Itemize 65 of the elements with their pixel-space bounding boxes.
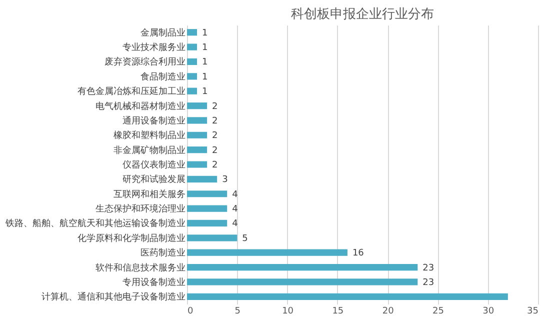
bar (187, 73, 198, 80)
bar (187, 205, 228, 212)
data-label: 1 (202, 87, 208, 98)
chart-title: 科创板申报企业行业分布 (291, 7, 434, 22)
data-label: 4 (232, 204, 238, 215)
y-tick-label: 研究和试验发展 (122, 174, 186, 186)
bar (187, 132, 208, 138)
y-tick-label: 金属制品业 (140, 27, 186, 38)
bar (187, 146, 208, 154)
y-tick-label: 有色金属冶炼和压延加工业 (78, 86, 186, 98)
data-label: 1 (202, 72, 208, 82)
data-label: 16 (352, 248, 364, 259)
bar (187, 58, 198, 66)
bar (187, 234, 238, 242)
x-tick-label: 35 (527, 306, 538, 316)
bar (187, 249, 348, 256)
bar (187, 220, 228, 227)
y-tick-label: 食品制造业 (140, 71, 186, 82)
y-tick-label: 废弃资源综合利用业 (104, 56, 186, 68)
bar (187, 190, 228, 198)
y-tick-label: 专业技术服务业 (122, 42, 186, 54)
bar (187, 29, 198, 36)
bar (187, 293, 508, 300)
bar (187, 102, 208, 110)
data-label: 23 (422, 278, 434, 288)
x-tick-label: 0 (188, 306, 194, 316)
data-label: 2 (212, 131, 218, 142)
y-tick-label: 计算机、通信和其他电子设备制造业 (42, 292, 186, 303)
y-tick-label: 橡胶和塑料制品业 (114, 130, 186, 142)
bar (187, 44, 198, 50)
bar (187, 278, 418, 286)
y-tick-label: 软件和信息技术服务业 (96, 262, 186, 274)
y-tick-label: 互联网和相关服务 (114, 188, 186, 200)
data-label: 2 (212, 146, 218, 156)
data-label: 5 (242, 234, 248, 244)
data-label: 23 (422, 263, 434, 274)
y-tick-label: 铁路、船舶、航空航天和其他运输设备制造业 (4, 218, 186, 230)
data-label: 1 (202, 58, 208, 68)
y-tick-label: 化学原料和化学制品制造业 (78, 232, 186, 244)
y-tick-label: 专用设备制造业 (122, 276, 186, 288)
data-label: 4 (232, 219, 238, 230)
data-label: 3 (222, 175, 228, 186)
data-label: 2 (212, 116, 218, 126)
x-tick-label: 25 (432, 306, 444, 316)
y-tick-label: 生态保护和环境治理业 (96, 204, 186, 215)
bar (187, 264, 418, 271)
y-tick-label: 非金属矿物制品业 (114, 144, 186, 156)
x-tick-label: 10 (282, 306, 294, 316)
data-label: 4 (232, 190, 238, 200)
x-tick-label: 5 (234, 306, 241, 316)
data-label: 1 (202, 28, 208, 38)
data-label: 2 (212, 160, 218, 170)
y-tick-label: 仪器仪表制造业 (122, 160, 186, 170)
bar (187, 117, 208, 124)
data-label: 2 (212, 102, 218, 112)
x-tick-label: 30 (482, 306, 494, 316)
data-label: 1 (202, 43, 208, 54)
y-tick-label: 电气机械和器材制造业 (96, 100, 186, 112)
y-tick-label: 医药制造业 (140, 248, 186, 259)
y-tick-label: 通用设备制造业 (122, 115, 186, 126)
bar (187, 161, 208, 168)
x-tick-label: 15 (332, 306, 344, 316)
bar (187, 176, 218, 182)
bar (187, 88, 198, 94)
x-tick-label: 20 (382, 306, 394, 316)
